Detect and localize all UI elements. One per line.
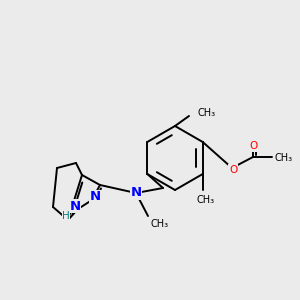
Text: O: O xyxy=(229,165,237,175)
Text: CH₃: CH₃ xyxy=(197,195,215,205)
Text: N: N xyxy=(130,187,142,200)
Text: O: O xyxy=(250,141,258,151)
Text: H: H xyxy=(62,211,70,221)
Text: CH₃: CH₃ xyxy=(151,219,169,229)
Text: N: N xyxy=(89,190,100,203)
Text: N: N xyxy=(69,200,81,212)
Text: CH₃: CH₃ xyxy=(198,108,216,118)
Text: CH₃: CH₃ xyxy=(275,153,293,163)
